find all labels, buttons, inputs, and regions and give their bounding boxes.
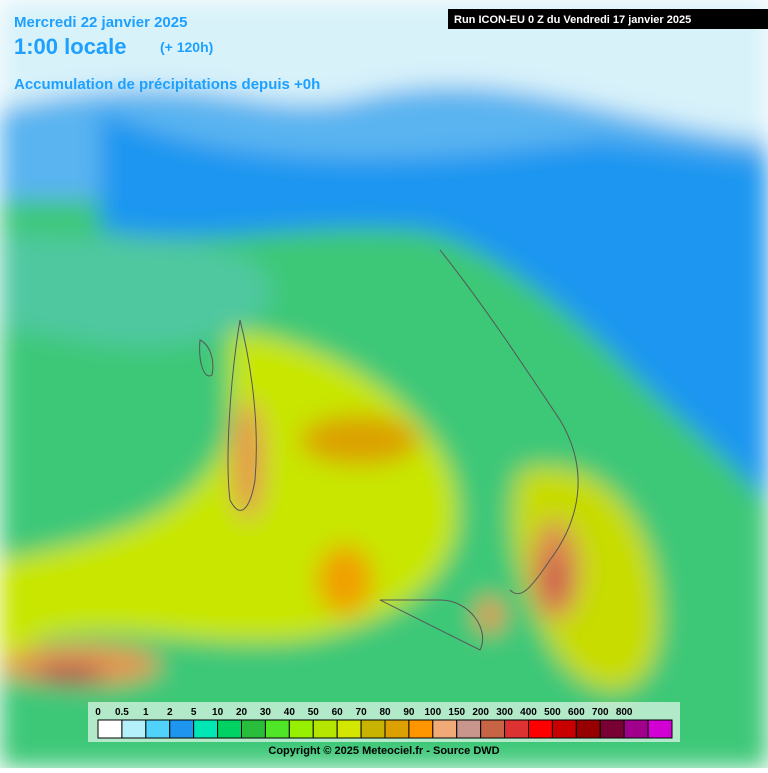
run-banner xyxy=(448,9,768,29)
legend-swatch xyxy=(599,719,625,739)
legend-swatch xyxy=(241,719,266,739)
legend-label: 50 xyxy=(308,707,320,718)
legend-label: 0 xyxy=(95,707,101,718)
legend-swatch xyxy=(264,719,290,739)
legend-swatch xyxy=(360,719,386,739)
legend-label: 70 xyxy=(356,707,368,718)
legend-swatch xyxy=(312,719,338,739)
legend-swatch xyxy=(623,719,649,739)
legend-swatch xyxy=(217,719,242,739)
subtitle: Accumulation de précipitations depuis +0… xyxy=(14,76,320,93)
legend-label: 60 xyxy=(332,707,344,718)
coastlines xyxy=(199,249,579,651)
time: 1:00 locale xyxy=(14,34,127,59)
legend-swatch xyxy=(504,719,530,739)
legend-swatch xyxy=(528,719,553,739)
legend-label: 100 xyxy=(424,707,441,718)
legend-swatch xyxy=(169,719,195,739)
legend-label: 600 xyxy=(568,707,585,718)
legend-label: 800 xyxy=(616,707,633,718)
offset: (+ 120h) xyxy=(160,39,213,55)
legend-label: 1 xyxy=(143,707,149,718)
legend-swatch xyxy=(288,719,314,739)
copyright: Copyright © 2025 Meteociel.fr - Source D… xyxy=(268,745,499,757)
legend-label: 400 xyxy=(520,707,537,718)
legend-swatch xyxy=(145,719,171,739)
legend-swatch xyxy=(647,719,673,739)
legend-label: 90 xyxy=(403,707,415,718)
legend-label: 30 xyxy=(260,707,272,718)
legend: 0 0.5 1 2 5 10 20 30 40 50 60 70 80 90 100 150 200 300 400… xyxy=(88,702,680,742)
legend-swatch xyxy=(193,719,219,739)
date: Mercredi 22 janvier 2025 xyxy=(14,14,187,31)
run-info: Run ICON-EU 0 Z du Vendredi 17 janvier 2… xyxy=(454,14,691,26)
legend-label: 40 xyxy=(284,707,296,718)
legend-label: 10 xyxy=(212,707,224,718)
legend-swatch xyxy=(551,719,577,739)
legend-swatch xyxy=(575,719,601,739)
legend-swatch xyxy=(456,719,482,739)
legend-label: 2 xyxy=(167,707,173,718)
legend-label: 20 xyxy=(236,707,248,718)
legend-label: 5 xyxy=(191,707,197,718)
legend-swatch xyxy=(336,719,362,739)
legend-swatch xyxy=(121,719,147,739)
legend-label: 200 xyxy=(472,707,489,718)
legend-label: 500 xyxy=(544,707,561,718)
legend-label: 0.5 xyxy=(115,707,129,718)
legend-label: 300 xyxy=(496,707,513,718)
legend-swatch xyxy=(432,719,458,739)
legend-label: 700 xyxy=(592,707,609,718)
legend-swatch xyxy=(480,719,506,739)
legend-label: 80 xyxy=(379,707,391,718)
legend-label: 150 xyxy=(448,707,465,718)
legend-swatch xyxy=(408,719,434,739)
legend-swatch xyxy=(97,719,123,739)
legend-swatch xyxy=(384,719,410,739)
